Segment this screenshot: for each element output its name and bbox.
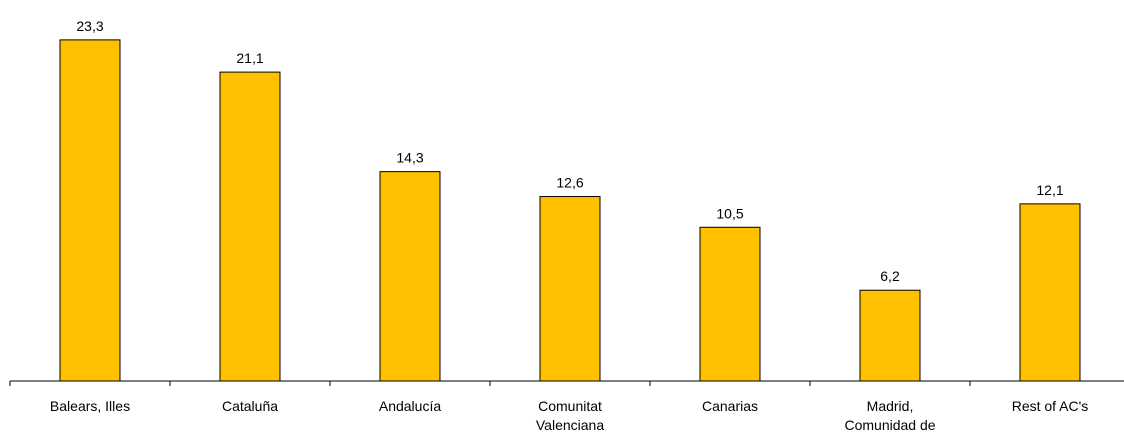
data-label-7: 12,1 [1036, 182, 1063, 198]
category-label-3-line-1: Andalucía [379, 398, 441, 414]
data-label-1: 23,3 [76, 18, 103, 34]
category-label-2: Cataluña [222, 398, 278, 414]
data-label-2: 21,1 [236, 50, 263, 66]
data-label-5: 10,5 [716, 205, 743, 221]
data-label-3: 14,3 [396, 150, 423, 166]
category-label-7: Rest of AC's [1012, 398, 1089, 414]
category-label-1: Balears, Illes [50, 398, 130, 414]
bar-6 [859, 289, 921, 382]
data-labels-layer: 23,3 21,1 14,3 12,6 10,5 6,2 12,1 [76, 18, 1063, 284]
bar-3 [379, 171, 441, 382]
category-label-5-line-1: Canarias [702, 398, 758, 414]
category-label-4-line-2: Valenciana [536, 417, 604, 433]
category-label-4: Comunitat Valenciana [536, 398, 604, 433]
x-axis [9, 380, 1124, 386]
category-label-3: Andalucía [379, 398, 441, 414]
bars-layer [59, 39, 1081, 382]
category-label-6: Madrid, Comunidad de [844, 398, 935, 433]
category-label-1-line-1: Balears, Illes [50, 398, 130, 414]
category-label-6-line-1: Madrid, [867, 398, 914, 414]
category-label-6-line-2: Comunidad de [844, 417, 935, 433]
category-labels-layer: Balears, Illes Cataluña Andalucía Comunitat… [50, 398, 1088, 433]
category-label-2-line-1: Cataluña [222, 398, 278, 414]
category-label-4-line-1: Comunitat [538, 398, 602, 414]
category-label-7-line-1: Rest of AC's [1012, 398, 1089, 414]
data-label-6: 6,2 [880, 268, 900, 284]
category-label-5: Canarias [702, 398, 758, 414]
bar-1 [59, 39, 121, 382]
bar-2 [219, 71, 281, 382]
bar-7 [1019, 203, 1081, 382]
bar-5 [699, 226, 761, 382]
data-label-4: 12,6 [556, 175, 583, 191]
bar-4 [539, 196, 601, 382]
